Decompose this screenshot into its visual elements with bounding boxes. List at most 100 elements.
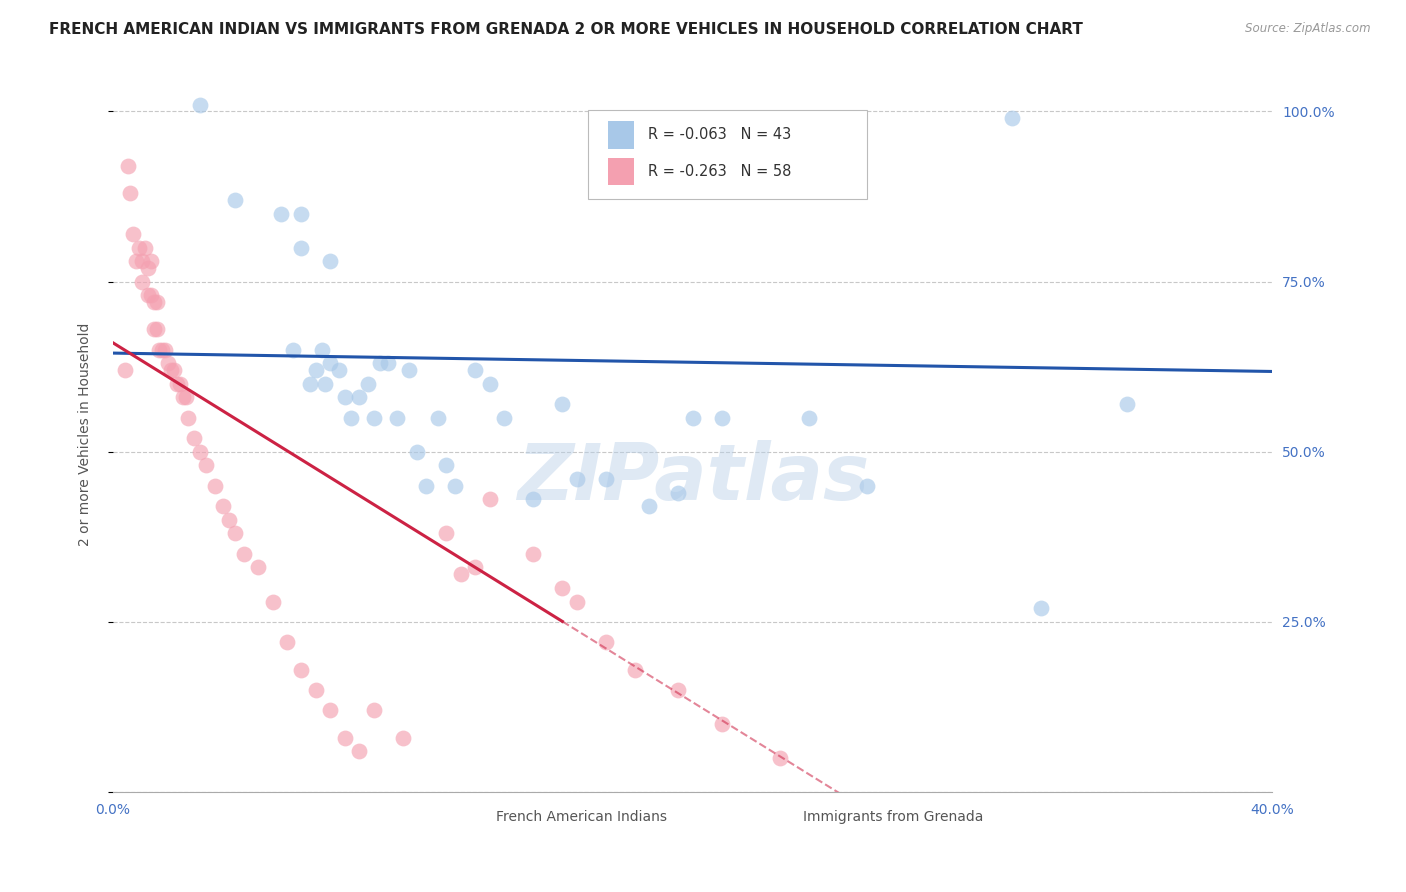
Point — [551, 581, 574, 595]
Point — [769, 751, 792, 765]
Point — [377, 356, 399, 370]
Point — [136, 288, 159, 302]
Point — [290, 241, 312, 255]
Point — [148, 343, 170, 357]
Point — [247, 560, 270, 574]
Point — [363, 703, 385, 717]
Point — [169, 376, 191, 391]
Point — [157, 356, 180, 370]
Point — [415, 479, 437, 493]
Point — [122, 227, 145, 241]
Point — [434, 526, 457, 541]
Point — [224, 526, 246, 541]
Point — [478, 492, 501, 507]
Point — [262, 594, 284, 608]
Point — [145, 322, 167, 336]
Point — [398, 363, 420, 377]
Point — [638, 500, 661, 514]
Point — [305, 363, 328, 377]
Point — [142, 295, 165, 310]
Point — [1000, 112, 1022, 126]
Point — [522, 547, 544, 561]
Point — [232, 547, 254, 561]
FancyBboxPatch shape — [609, 159, 634, 186]
Point — [117, 159, 139, 173]
Point — [595, 472, 617, 486]
Point — [183, 431, 205, 445]
Y-axis label: 2 or more Vehicles in Household: 2 or more Vehicles in Household — [79, 323, 93, 547]
Point — [1029, 601, 1052, 615]
Point — [177, 410, 200, 425]
Text: French American Indians: French American Indians — [496, 811, 666, 824]
Point — [212, 500, 235, 514]
Point — [385, 410, 408, 425]
Point — [114, 363, 136, 377]
Point — [1116, 397, 1139, 411]
Point — [139, 288, 162, 302]
Point — [349, 390, 371, 404]
FancyBboxPatch shape — [589, 110, 866, 199]
Point — [160, 363, 183, 377]
Point — [494, 410, 516, 425]
Point — [426, 410, 449, 425]
Point — [314, 376, 336, 391]
Point — [204, 479, 226, 493]
Point — [434, 458, 457, 473]
Text: Immigrants from Grenada: Immigrants from Grenada — [803, 811, 983, 824]
Point — [134, 241, 156, 255]
Point — [163, 363, 186, 377]
Point — [155, 343, 177, 357]
Point — [136, 260, 159, 275]
Point — [125, 254, 148, 268]
Point — [270, 206, 292, 220]
Point — [623, 663, 645, 677]
Point — [339, 410, 361, 425]
Point — [311, 343, 333, 357]
Point — [565, 472, 588, 486]
Point — [464, 363, 486, 377]
Point — [276, 635, 298, 649]
FancyBboxPatch shape — [609, 121, 634, 148]
Text: R = -0.263   N = 58: R = -0.263 N = 58 — [648, 164, 792, 179]
Point — [710, 717, 733, 731]
Point — [392, 731, 415, 745]
Text: Source: ZipAtlas.com: Source: ZipAtlas.com — [1246, 22, 1371, 36]
Point — [139, 254, 162, 268]
Point — [333, 390, 356, 404]
Point — [406, 444, 429, 458]
Point — [150, 343, 173, 357]
Point — [328, 363, 350, 377]
Point — [464, 560, 486, 574]
FancyBboxPatch shape — [443, 808, 470, 826]
Point — [444, 479, 467, 493]
Point — [551, 397, 574, 411]
Point — [128, 241, 150, 255]
Point — [290, 663, 312, 677]
Point — [174, 390, 197, 404]
Point — [131, 275, 153, 289]
Text: ZIPatlas: ZIPatlas — [516, 440, 869, 516]
Point — [120, 186, 142, 201]
Point — [281, 343, 304, 357]
Point — [522, 492, 544, 507]
Point — [142, 322, 165, 336]
Point — [478, 376, 501, 391]
Point — [565, 594, 588, 608]
Point — [172, 390, 194, 404]
Point — [349, 744, 371, 758]
Point — [319, 356, 342, 370]
Point — [131, 254, 153, 268]
Text: R = -0.063   N = 43: R = -0.063 N = 43 — [648, 128, 790, 143]
Point — [363, 410, 385, 425]
Point — [797, 410, 820, 425]
Point — [188, 444, 211, 458]
Point — [319, 254, 342, 268]
Point — [333, 731, 356, 745]
Point — [145, 295, 167, 310]
Point — [357, 376, 380, 391]
Text: FRENCH AMERICAN INDIAN VS IMMIGRANTS FROM GRENADA 2 OR MORE VEHICLES IN HOUSEHOL: FRENCH AMERICAN INDIAN VS IMMIGRANTS FRO… — [49, 22, 1083, 37]
Point — [218, 513, 240, 527]
Point — [666, 683, 689, 698]
Point — [188, 97, 211, 112]
Point — [450, 567, 472, 582]
